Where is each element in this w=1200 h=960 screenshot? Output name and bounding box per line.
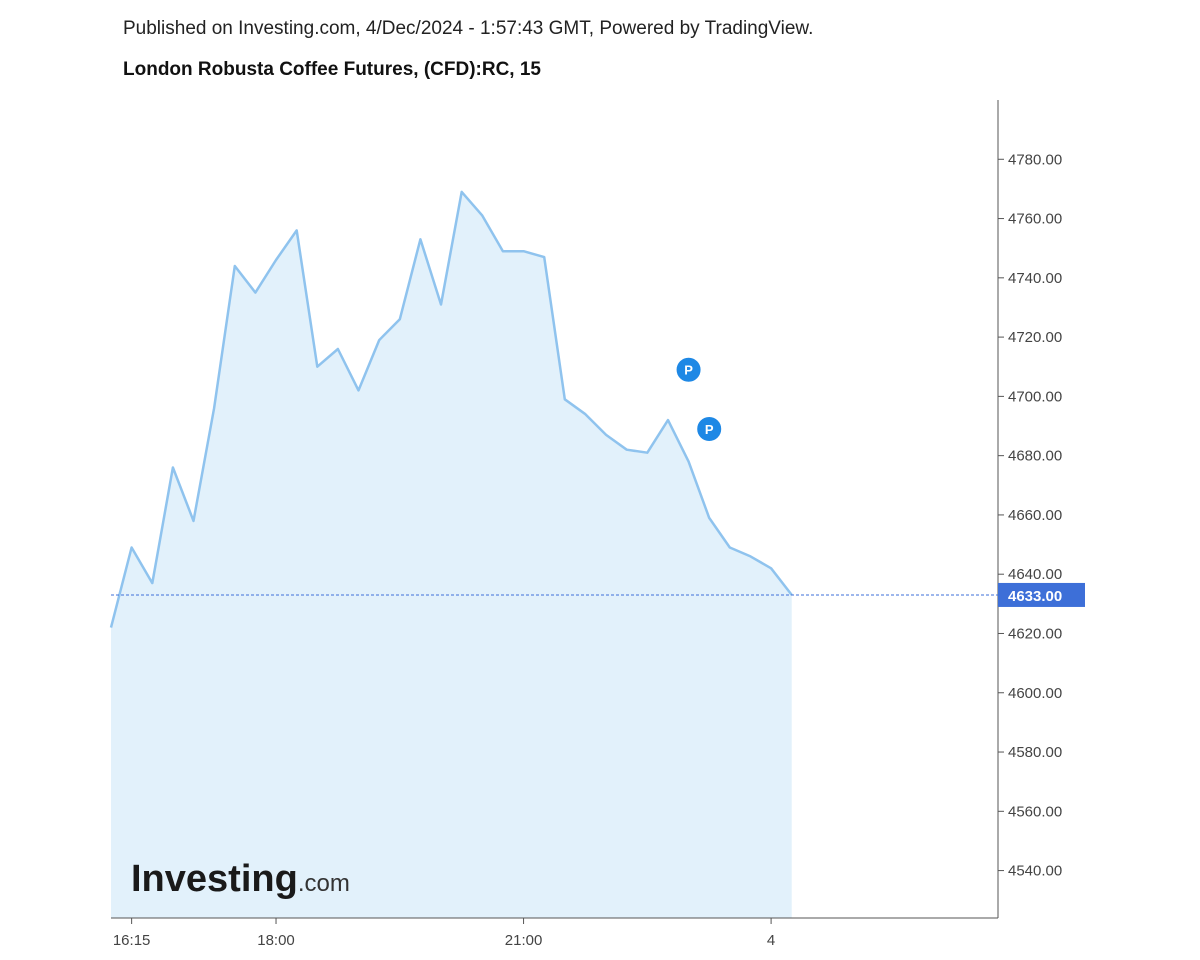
y-tick-label: 4680.00: [1008, 448, 1062, 465]
y-tick-label: 4780.00: [1008, 151, 1062, 168]
series-line: [109, 190, 793, 628]
event-marker[interactable]: P: [695, 414, 724, 443]
y-tick-label: 4760.00: [1008, 211, 1062, 228]
chart-title: London Robusta Coffee Futures, (CFD):RC,…: [123, 59, 541, 80]
y-tick-label: 4720.00: [1008, 329, 1062, 346]
y-tick-label: 4700.00: [1008, 388, 1062, 405]
y-tick-label: 4600.00: [1008, 685, 1062, 702]
published-note: Published on Investing.com, 4/Dec/2024 -…: [123, 18, 814, 39]
x-tick-label: 16:15: [113, 932, 151, 949]
y-tick-label: 4640.00: [1008, 566, 1062, 583]
svg-text:P: P: [705, 422, 714, 437]
y-tick-label: 4540.00: [1008, 863, 1062, 880]
last-price-label: 4633.00: [1008, 588, 1062, 605]
y-tick-label: 4580.00: [1008, 744, 1062, 761]
investing-logo: Investing.com: [131, 858, 350, 900]
x-tick-label: 18:00: [257, 932, 295, 949]
y-tick-label: 4660.00: [1008, 507, 1062, 524]
series-area-fill: [111, 191, 792, 918]
last-price-badge: [998, 582, 1085, 607]
x-tick-label: 4: [767, 932, 775, 949]
svg-text:P: P: [684, 363, 693, 378]
y-tick-label: 4620.00: [1008, 625, 1062, 642]
y-tick-label: 4740.00: [1008, 270, 1062, 287]
event-marker[interactable]: P: [674, 355, 703, 384]
y-tick-label: 4560.00: [1008, 803, 1062, 820]
x-tick-label: 21:00: [505, 932, 543, 949]
